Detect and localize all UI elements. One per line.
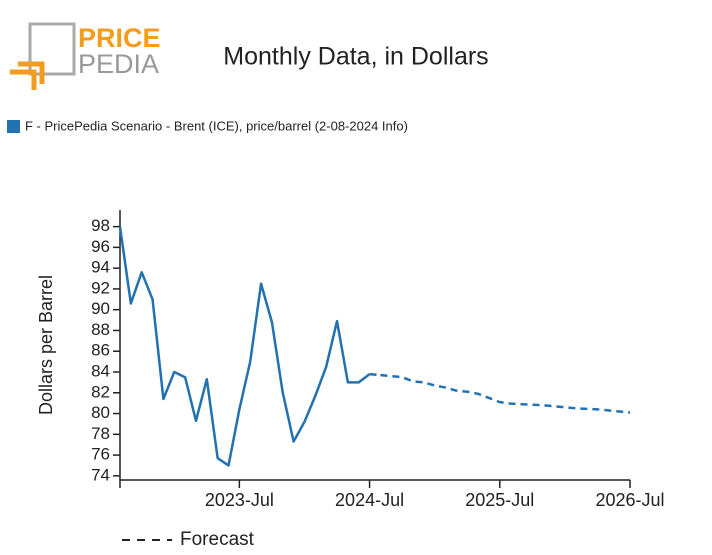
y-tick-label: 74 bbox=[91, 465, 110, 484]
logo-frame bbox=[28, 22, 76, 76]
y-tick-label: 82 bbox=[91, 382, 110, 401]
x-tick-label: 2024-Jul bbox=[335, 490, 404, 510]
y-tick-label: 76 bbox=[91, 445, 110, 464]
forecast-line bbox=[380, 373, 631, 414]
legend-label: F - PricePedia Scenario - Brent (ICE), p… bbox=[25, 118, 408, 133]
y-tick-label: 92 bbox=[91, 278, 110, 297]
y-tick-label: 88 bbox=[91, 320, 110, 339]
logo-text: PRICE bbox=[78, 23, 161, 53]
x-tick-label: 2023-Jul bbox=[205, 490, 274, 510]
logo: PRICE PEDIA bbox=[10, 22, 161, 90]
y-tick-label: 98 bbox=[91, 216, 110, 235]
x-tick-label: 2026-Jul bbox=[595, 490, 664, 510]
forecast-label: Forecast bbox=[180, 529, 255, 550]
forecast-joint bbox=[369, 372, 381, 377]
y-axis-label: Dollars per Barrel bbox=[36, 275, 56, 415]
legend-swatch bbox=[7, 120, 20, 133]
logo-mark bbox=[10, 61, 45, 90]
y-tick-label: 84 bbox=[91, 361, 110, 380]
chart-title: Monthly Data, in Dollars bbox=[223, 43, 488, 71]
x-tick-label: 2025-Jul bbox=[465, 490, 534, 510]
logo-text: PEDIA bbox=[78, 49, 159, 79]
y-tick-label: 78 bbox=[91, 424, 110, 443]
y-tick-label: 80 bbox=[91, 403, 110, 422]
y-tick-label: 96 bbox=[91, 237, 110, 256]
y-tick-label: 90 bbox=[91, 299, 110, 318]
data-line bbox=[118, 226, 371, 467]
y-tick-label: 94 bbox=[91, 258, 110, 277]
y-tick-label: 86 bbox=[91, 341, 110, 360]
